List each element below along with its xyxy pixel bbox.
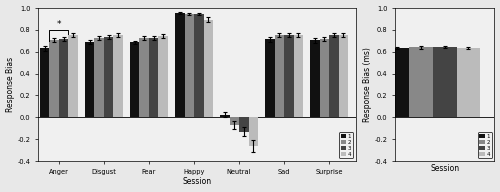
Y-axis label: Response Bias (ms): Response Bias (ms) <box>362 47 372 122</box>
Text: *: * <box>56 20 61 29</box>
Bar <box>114 35 123 117</box>
Bar <box>85 42 94 117</box>
Bar <box>274 35 284 117</box>
Bar <box>433 47 456 117</box>
Bar <box>175 13 184 117</box>
Bar <box>104 37 114 117</box>
Bar <box>294 35 303 117</box>
Y-axis label: Response Bias: Response Bias <box>6 57 15 112</box>
Bar <box>265 39 274 117</box>
Bar <box>386 48 409 117</box>
Legend: 1, 2, 3, 4: 1, 2, 3, 4 <box>478 132 492 158</box>
Bar <box>239 117 248 132</box>
Bar <box>329 35 338 117</box>
Bar <box>338 35 348 117</box>
Bar <box>456 48 480 117</box>
Bar <box>230 117 239 125</box>
Bar <box>410 47 433 117</box>
Bar <box>94 38 104 117</box>
Bar <box>130 42 140 117</box>
Bar <box>194 14 203 117</box>
Bar <box>310 40 320 117</box>
Bar <box>59 39 69 117</box>
Bar <box>40 49 50 117</box>
Bar <box>320 39 329 117</box>
Legend: 1, 2, 3, 4: 1, 2, 3, 4 <box>339 132 353 158</box>
Bar <box>140 38 149 117</box>
Bar <box>184 14 194 117</box>
Bar <box>149 38 158 117</box>
X-axis label: Session: Session <box>182 177 212 186</box>
Bar <box>50 40 59 117</box>
Bar <box>204 20 213 117</box>
Bar <box>68 35 78 117</box>
Bar <box>284 35 294 117</box>
X-axis label: Session: Session <box>430 164 460 173</box>
Bar <box>220 115 230 117</box>
Bar <box>158 36 168 117</box>
Bar <box>248 117 258 146</box>
